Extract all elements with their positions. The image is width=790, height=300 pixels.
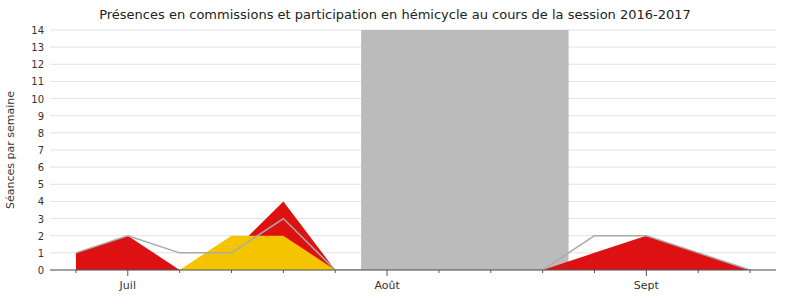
chart: JuilAoûtSept01234567891011121314Séances … [0, 0, 790, 300]
y-axis: 01234567891011121314 [31, 25, 44, 276]
y-tick-label: 4 [38, 196, 44, 207]
x-tick [438, 270, 439, 273]
y-tick-label: 1 [38, 248, 44, 259]
x-tick-label: Sept [634, 279, 660, 292]
x-axis-line [50, 270, 776, 271]
y-tick-label: 12 [31, 59, 44, 70]
y-tick-label: 5 [38, 179, 44, 190]
x-tick [127, 270, 128, 276]
y-tick-label: 9 [38, 111, 44, 122]
x-tick [698, 270, 699, 273]
y-tick-label: 6 [38, 162, 44, 173]
y-tick-label: 2 [38, 231, 44, 242]
shaded-band [361, 30, 568, 270]
x-tick [231, 270, 232, 273]
y-tick-label: 8 [38, 128, 44, 139]
x-tick-label: Juil [119, 279, 136, 292]
x-tick [750, 270, 751, 273]
y-axis-label: Séances par semaine [4, 91, 17, 209]
x-tick [490, 270, 491, 273]
y-tick-label: 7 [38, 145, 44, 156]
y-tick-label: 13 [31, 42, 44, 53]
x-tick [646, 270, 647, 276]
area [76, 236, 750, 270]
y-tick-label: 3 [38, 214, 44, 225]
area [76, 201, 750, 270]
x-tick [542, 270, 543, 273]
y-tick-label: 10 [31, 94, 44, 105]
x-axis: Juil Août Sept [50, 270, 776, 292]
y-tick-label: 14 [31, 25, 44, 36]
grid [50, 30, 776, 270]
y-tick-label: 0 [38, 265, 44, 276]
x-tick [594, 270, 595, 273]
marks [76, 30, 750, 270]
chart-container: JuilAoûtSept01234567891011121314Séances … [0, 0, 790, 300]
x-tick [75, 270, 76, 273]
line [76, 219, 750, 270]
y-tick-label: 11 [31, 76, 44, 87]
grid-line [50, 270, 776, 271]
x-tick [283, 270, 284, 273]
x-tick-label: Août [374, 279, 400, 292]
title: Présences en commissions et participatio… [99, 7, 691, 22]
x-tick [179, 270, 180, 273]
x-tick [335, 270, 336, 273]
x-tick [387, 270, 388, 276]
